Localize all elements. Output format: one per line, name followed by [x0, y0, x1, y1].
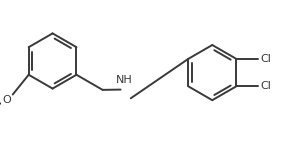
Text: O: O: [2, 95, 11, 105]
Text: Cl: Cl: [261, 54, 272, 64]
Text: NH: NH: [116, 75, 132, 85]
Text: Cl: Cl: [261, 81, 272, 91]
